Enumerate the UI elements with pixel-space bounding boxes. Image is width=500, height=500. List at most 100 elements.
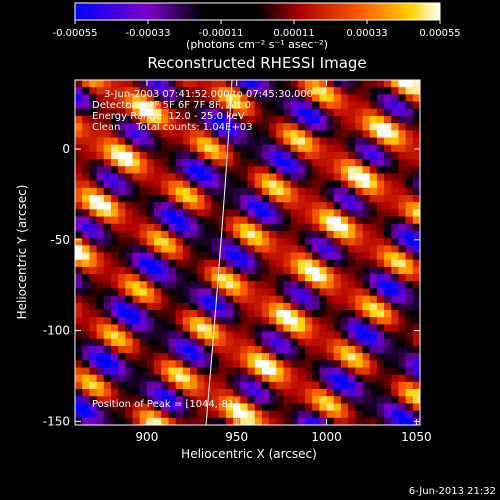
heatmap-cell — [197, 195, 205, 203]
heatmap-cell — [161, 87, 170, 95]
heatmap-cell — [398, 266, 407, 275]
heatmap-cell — [146, 123, 155, 131]
heatmap-cell — [197, 223, 205, 232]
heatmap-cell — [290, 274, 299, 282]
heatmap-cell — [175, 166, 184, 175]
heatmap-cell — [197, 417, 205, 425]
heatmap-cell — [190, 180, 198, 189]
heatmap-cell — [225, 187, 234, 196]
heatmap-cell — [132, 94, 141, 103]
heatmap-cell — [340, 302, 349, 311]
heatmap-cell — [297, 324, 306, 333]
heatmap-cell — [348, 80, 356, 88]
heatmap-cell — [190, 195, 198, 203]
heatmap-cell — [276, 338, 285, 347]
heatmap-cell — [182, 381, 191, 390]
heatmap-cell — [261, 353, 270, 361]
heatmap-cell — [132, 209, 141, 218]
heatmap-cell — [110, 151, 119, 160]
heatmap-cell — [182, 115, 191, 124]
heatmap-cell — [89, 266, 98, 275]
heatmap-cell — [283, 230, 292, 239]
heatmap-cell — [369, 238, 378, 246]
heatmap-cell — [146, 281, 155, 290]
heatmap-cell — [319, 151, 328, 160]
heatmap-cell — [261, 238, 270, 246]
heatmap-cell — [384, 130, 392, 139]
heatmap-cell — [139, 101, 148, 110]
heatmap-cell — [391, 281, 400, 290]
heatmap-cell — [103, 252, 112, 261]
heatmap-cell — [96, 87, 105, 95]
heatmap-cell — [348, 295, 356, 304]
heatmap-cell — [254, 151, 263, 160]
heatmap-cell — [225, 367, 234, 376]
heatmap-cell — [312, 396, 320, 405]
heatmap-cell — [218, 331, 227, 340]
heatmap-cell — [240, 195, 249, 203]
heatmap-cell — [290, 317, 299, 325]
heatmap-cell — [312, 367, 320, 376]
heatmap-cell — [118, 417, 126, 425]
heatmap-cell — [182, 389, 191, 397]
heatmap-cell — [326, 195, 335, 203]
heatmap-cell — [211, 360, 220, 369]
colorbar-tick-label: -0.00033 — [126, 28, 171, 39]
heatmap-cell — [225, 245, 234, 254]
heatmap-cell — [297, 144, 306, 153]
heatmap-cell — [290, 230, 299, 239]
heatmap-cell — [132, 123, 141, 131]
heatmap-cell — [384, 410, 392, 419]
heatmap-cell — [103, 238, 112, 246]
heatmap-cell — [168, 123, 177, 131]
heatmap-cell — [405, 245, 414, 254]
heatmap-cell — [110, 410, 119, 419]
heatmap-cell — [233, 195, 241, 203]
heatmap-cell — [319, 295, 328, 304]
heatmap-cell — [333, 245, 342, 254]
heatmap-cell — [82, 417, 90, 425]
heatmap-cell — [75, 202, 83, 210]
heatmap-cell — [283, 353, 292, 361]
heatmap-cell — [197, 295, 205, 304]
heatmap-cell — [218, 302, 227, 311]
heatmap-cell — [204, 353, 213, 361]
heatmap-cell — [340, 353, 349, 361]
heatmap-cell — [110, 317, 119, 325]
heatmap-cell — [276, 281, 285, 290]
heatmap-cell — [269, 115, 277, 124]
heatmap-cell — [211, 324, 220, 333]
heatmap-cell — [412, 137, 420, 146]
heatmap-cell — [297, 187, 306, 196]
heatmap-cell — [233, 274, 241, 282]
heatmap-cell — [146, 353, 155, 361]
heatmap-cell — [139, 266, 148, 275]
heatmap-cell — [103, 151, 112, 160]
heatmap-cell — [333, 310, 342, 318]
heatmap-cell — [326, 281, 335, 290]
heatmap-cell — [362, 245, 371, 254]
heatmap-cell — [75, 115, 83, 124]
heatmap-cell — [312, 202, 320, 210]
heatmap-cell — [125, 87, 134, 95]
heatmap-cell — [146, 195, 155, 203]
heatmap-cell — [132, 353, 141, 361]
heatmap-cell — [218, 288, 227, 297]
heatmap-cell — [110, 367, 119, 376]
heatmap-cell — [218, 123, 227, 131]
heatmap-cell — [218, 187, 227, 196]
heatmap-cell — [233, 324, 241, 333]
heatmap-cell — [103, 159, 112, 167]
heatmap-cell — [312, 338, 320, 347]
heatmap-cell — [276, 252, 285, 261]
heatmap-cell — [132, 259, 141, 268]
heatmap-cell — [412, 108, 420, 117]
heatmap-cell — [348, 353, 356, 361]
heatmap-cell — [333, 159, 342, 167]
heatmap-cell — [218, 353, 227, 361]
heatmap-cell — [376, 187, 385, 196]
heatmap-cell — [132, 166, 141, 175]
heatmap-cell — [412, 266, 420, 275]
heatmap-cell — [305, 338, 313, 347]
heatmap-cell — [175, 94, 184, 103]
